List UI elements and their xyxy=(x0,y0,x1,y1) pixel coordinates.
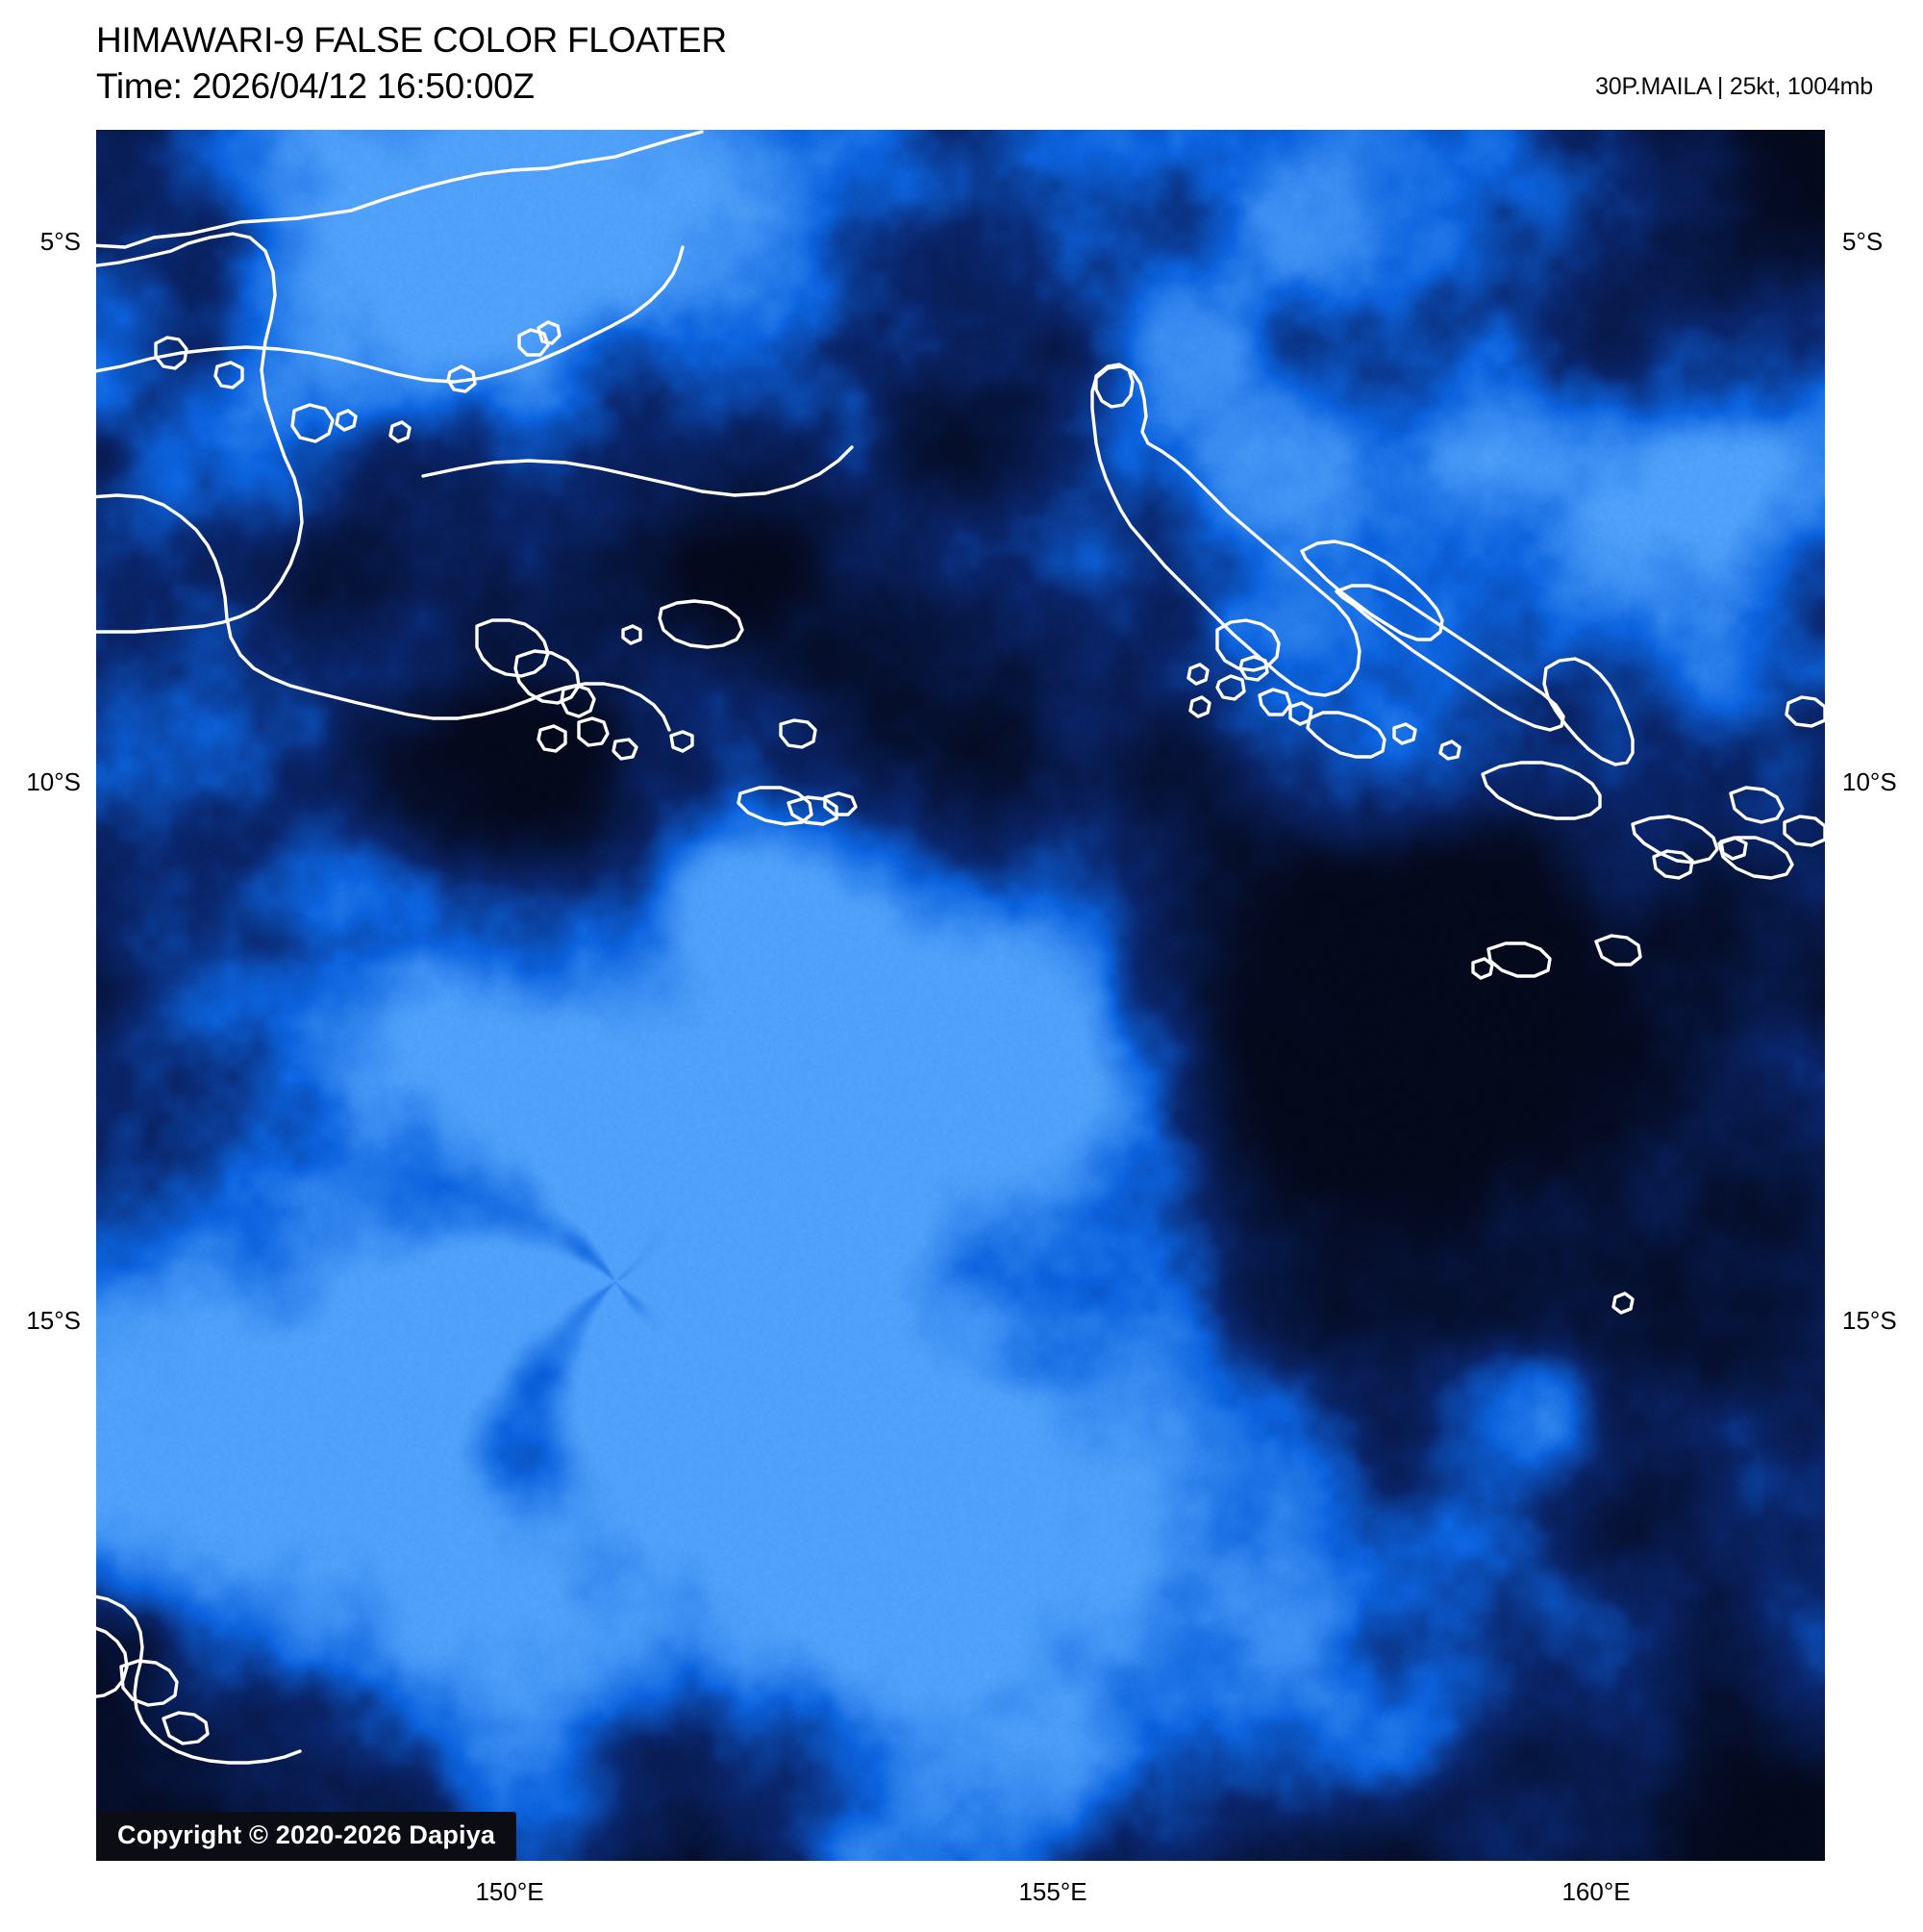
lat-label-right-10s: 10°S xyxy=(1842,767,1897,796)
lon-label-160e: 160°E xyxy=(1561,1877,1631,1906)
page-title: HIMAWARI-9 FALSE COLOR FLOATER xyxy=(96,20,727,60)
timestamp-label: Time: 2026/04/12 16:50:00Z xyxy=(96,66,535,106)
storm-info-label: 30P.MAILA | 25kt, 1004mb xyxy=(1595,73,1873,100)
copyright-banner: Copyright © 2020-2026 Dapiya xyxy=(96,1812,517,1861)
lat-label-right-5s: 5°S xyxy=(1842,227,1884,256)
lon-label-150e: 150°E xyxy=(475,1877,544,1906)
lat-label-left-10s: 10°S xyxy=(26,767,81,796)
copyright-text: Copyright © 2020-2026 Dapiya xyxy=(117,1820,496,1849)
title-block: HIMAWARI-9 FALSE COLOR FLOATER Time: 202… xyxy=(96,17,727,110)
lon-label-155e: 155°E xyxy=(1018,1877,1087,1906)
satellite-image-panel[interactable]: Copyright © 2020-2026 Dapiya xyxy=(96,130,1825,1861)
header: HIMAWARI-9 FALSE COLOR FLOATER Time: 202… xyxy=(0,0,1923,130)
coastline-overlay xyxy=(96,130,1825,1765)
satellite-imagery-canvas xyxy=(96,130,1825,1861)
lat-label-left-5s: 5°S xyxy=(39,227,81,256)
lat-label-left-15s: 15°S xyxy=(26,1306,81,1335)
lat-label-right-15s: 15°S xyxy=(1842,1306,1897,1335)
